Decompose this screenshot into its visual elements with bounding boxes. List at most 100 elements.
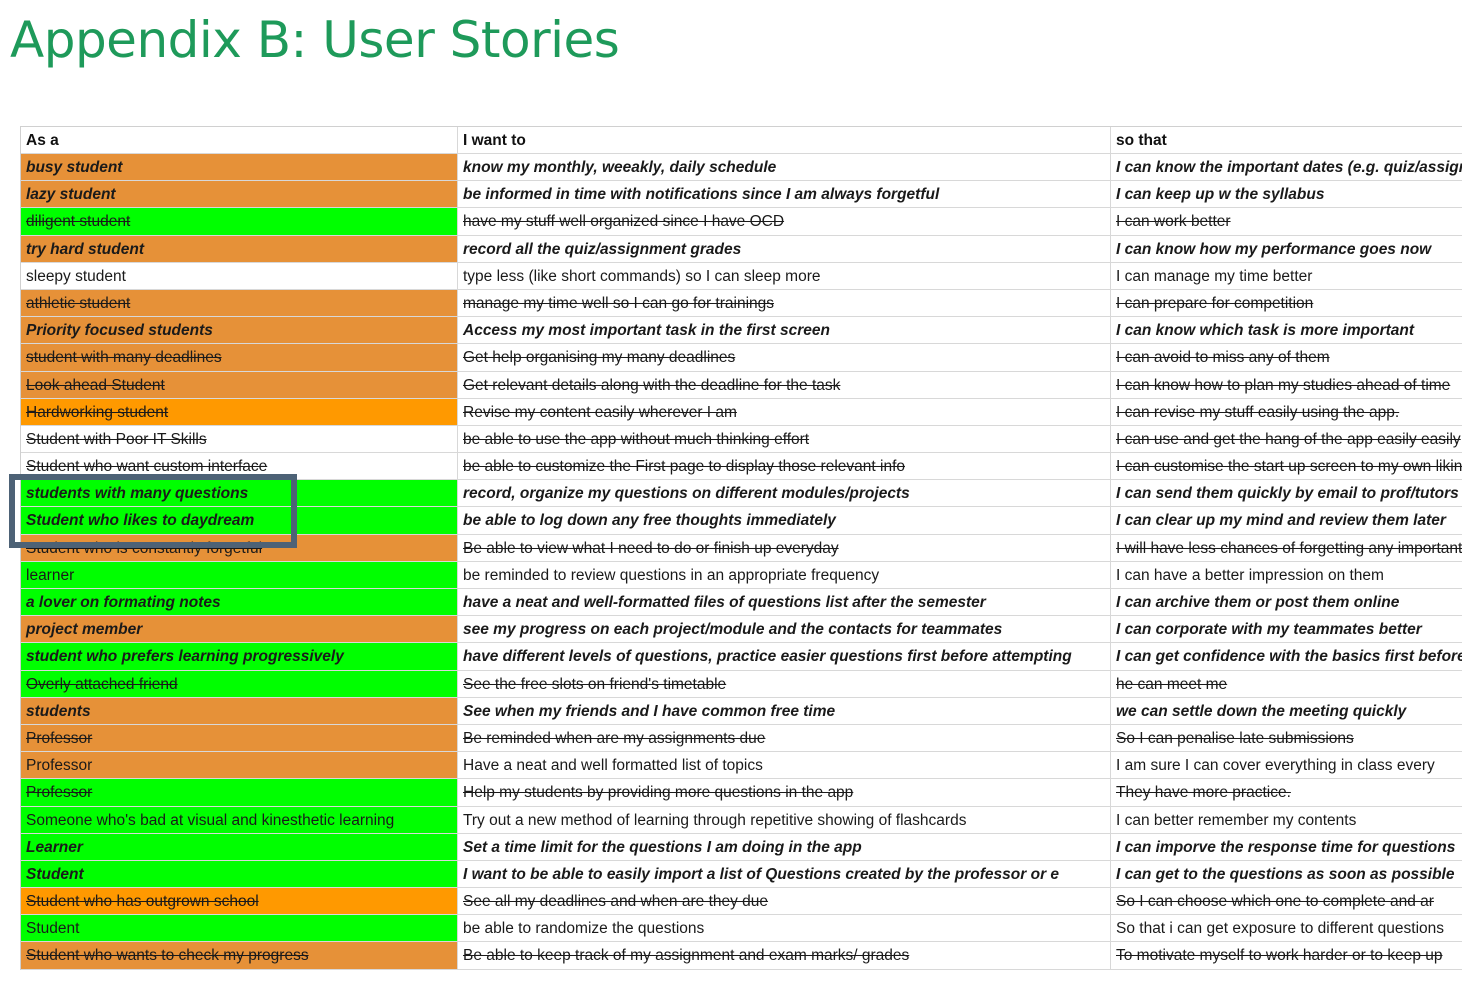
cell-so-that[interactable]: I can avoid to miss any of them (1111, 344, 1462, 372)
cell-so-that[interactable]: I can get confidence with the basics fir… (1111, 643, 1462, 671)
cell-i-want-to[interactable]: Get relevant details along with the dead… (458, 371, 1111, 399)
cell-so-that[interactable]: So I can choose which one to complete an… (1111, 888, 1462, 916)
table-row: Priority focused students Access my most … (21, 317, 1462, 345)
column-header-i-want-to[interactable]: I want to (458, 127, 1111, 154)
cell-as-a[interactable]: Professor (21, 752, 458, 780)
cell-i-want-to[interactable]: manage my time well so I can go for trai… (458, 289, 1111, 318)
cell-i-want-to[interactable]: be reminded to review questions in an ap… (458, 561, 1111, 589)
cell-i-want-to[interactable]: know my monthly, weeakly, daily schedule (458, 154, 1111, 182)
cell-i-want-to[interactable]: Access my most important task in the fir… (458, 317, 1111, 345)
cell-as-a[interactable]: Student who want custom interface (21, 453, 458, 481)
cell-i-want-to[interactable]: record, organize my questions on differe… (458, 480, 1111, 508)
cell-so-that[interactable]: I can know which task is more important (1111, 317, 1462, 345)
cell-as-a[interactable]: Hardworking student (21, 398, 458, 426)
table-row: Student I want to be able to easily impor… (21, 860, 1462, 889)
cell-i-want-to[interactable]: Be able to view what I need to do or fin… (458, 534, 1111, 562)
cell-as-a[interactable]: lazy student (21, 181, 458, 209)
cell-so-that[interactable]: I can clear up my mind and review them l… (1111, 507, 1462, 535)
cell-as-a[interactable]: Student who likes to daydream (21, 507, 458, 535)
table-row: Overly attached friend See the free slots… (21, 670, 1462, 698)
cell-as-a[interactable]: Overly attached friend (21, 670, 458, 698)
cell-i-want-to[interactable]: Try out a new method of learning through… (458, 806, 1111, 834)
cell-as-a[interactable]: a lover on formating notes (21, 589, 458, 617)
cell-so-that[interactable]: I can work better (1111, 208, 1462, 236)
cell-so-that[interactable]: I can imporve the response time for ques… (1111, 834, 1462, 861)
cell-so-that[interactable]: So I can penalise late submissions (1111, 725, 1462, 753)
cell-i-want-to[interactable]: be able to customize the First page to d… (458, 453, 1111, 481)
cell-so-that[interactable]: So that i can get exposure to different … (1111, 915, 1462, 943)
cell-i-want-to[interactable]: see my progress on each project/module a… (458, 616, 1111, 644)
cell-so-that[interactable]: I can use and get the hang of the app ea… (1111, 426, 1462, 454)
cell-i-want-to[interactable]: type less (like short commands) so I can… (458, 262, 1111, 290)
cell-i-want-to[interactable]: Revise my content easily wherever I am (458, 398, 1111, 426)
cell-so-that[interactable]: I can send them quickly by email to prof… (1111, 480, 1462, 508)
cell-so-that[interactable]: I can manage my time better (1111, 263, 1462, 290)
cell-so-that[interactable]: I can better remember my contents (1111, 807, 1462, 834)
cell-i-want-to[interactable]: Get help organising my many deadlines (458, 344, 1111, 372)
cell-as-a[interactable]: athletic student (21, 289, 458, 318)
cell-so-that[interactable]: I will have less chances of forgetting a… (1111, 535, 1462, 562)
cell-as-a[interactable]: busy student (21, 154, 458, 182)
cell-i-want-to[interactable]: Be able to keep track of my assignment a… (458, 942, 1111, 970)
cell-i-want-to[interactable]: See the free slots on friend's timetable (458, 670, 1111, 698)
cell-as-a[interactable]: Student who wants to check my progress (21, 942, 458, 970)
table-row: Student who likes to daydream be able to … (21, 507, 1462, 535)
cell-so-that[interactable]: I can archive them or post them online (1111, 589, 1462, 617)
cell-i-want-to[interactable]: have my stuff well organized since I hav… (458, 208, 1111, 236)
cell-i-want-to[interactable]: record all the quiz/assignment grades (458, 235, 1111, 263)
cell-as-a[interactable]: Professor (21, 779, 458, 807)
cell-as-a[interactable]: diligent student (21, 208, 458, 236)
cell-as-a[interactable]: student with many deadlines (21, 344, 458, 372)
cell-as-a[interactable]: project member (21, 616, 458, 644)
cell-as-a[interactable]: Priority focused students (21, 317, 458, 345)
cell-so-that[interactable]: I can know how my performance goes now (1111, 236, 1462, 263)
cell-so-that[interactable]: I can prepare for competition (1111, 290, 1462, 318)
table-row: Hardworking student Revise my content eas… (21, 398, 1462, 426)
column-header-as-a[interactable]: As a (21, 127, 458, 154)
cell-i-want-to[interactable]: have a neat and well-formatted files of … (458, 589, 1111, 617)
cell-i-want-to[interactable]: be able to randomize the questions (458, 915, 1111, 943)
cell-so-that[interactable]: I can know the important dates (e.g. qui… (1111, 154, 1462, 182)
cell-i-want-to[interactable]: I want to be able to easily import a lis… (458, 860, 1111, 889)
cell-as-a[interactable]: students (21, 697, 458, 725)
cell-so-that[interactable]: I can know how to plan my studies ahead … (1111, 372, 1462, 399)
cell-as-a[interactable]: Professor (21, 724, 458, 753)
cell-so-that[interactable]: To motivate myself to work harder or to … (1111, 942, 1462, 970)
cell-so-that[interactable]: I can revise my stuff easily using the a… (1111, 399, 1462, 426)
cell-so-that[interactable]: I can get to the questions as soon as po… (1111, 861, 1462, 889)
cell-so-that[interactable]: They have more practice. (1111, 779, 1462, 807)
table-row: a lover on formating notes have a neat an… (21, 589, 1462, 617)
cell-i-want-to[interactable]: have different levels of questions, prac… (458, 643, 1111, 671)
cell-as-a[interactable]: student who prefers learning progressive… (21, 643, 458, 671)
cell-i-want-to[interactable]: See when my friends and I have common fr… (458, 697, 1111, 725)
cell-as-a[interactable]: Learner (21, 833, 458, 861)
cell-as-a[interactable]: Someone who's bad at visual and kinesthe… (21, 806, 458, 834)
cell-as-a[interactable]: try hard student (21, 235, 458, 263)
cell-as-a[interactable]: sleepy student (21, 262, 458, 290)
cell-as-a[interactable]: learner (21, 561, 458, 589)
cell-so-that[interactable]: I am sure I can cover everything in clas… (1111, 752, 1462, 780)
cell-i-want-to[interactable]: Set a time limit for the questions I am … (458, 833, 1111, 861)
cell-so-that[interactable]: I can keep up w the syllabus (1111, 181, 1462, 209)
cell-as-a[interactable]: Student (21, 915, 458, 943)
cell-so-that[interactable]: I can have a better impression on them (1111, 562, 1462, 589)
cell-i-want-to[interactable]: Have a neat and well formatted list of t… (458, 752, 1111, 780)
cell-i-want-to[interactable]: See all my deadlines and when are they d… (458, 888, 1111, 916)
cell-i-want-to[interactable]: be able to log down any free thoughts im… (458, 507, 1111, 535)
cell-i-want-to[interactable]: Be reminded when are my assignments due (458, 724, 1111, 753)
table-row: students See when my friends and I have c… (21, 697, 1462, 725)
cell-so-that[interactable]: I can corporate with my teammates better (1111, 616, 1462, 644)
cell-so-that[interactable]: I can customise the start up screen to m… (1111, 453, 1462, 481)
cell-as-a[interactable]: Student who has outgrown school (21, 888, 458, 916)
column-header-so-that[interactable]: so that (1111, 127, 1462, 154)
cell-so-that[interactable]: he can meet me (1111, 671, 1462, 698)
cell-i-want-to[interactable]: be able to use the app without much thin… (458, 425, 1111, 454)
cell-i-want-to[interactable]: be informed in time with notifications s… (458, 181, 1111, 209)
cell-i-want-to[interactable]: Help my students by providing more quest… (458, 779, 1111, 807)
cell-as-a[interactable]: Student with Poor IT Skills (21, 425, 458, 454)
cell-as-a[interactable]: Student (21, 860, 458, 889)
cell-as-a[interactable]: students with many questions (21, 480, 458, 508)
cell-so-that[interactable]: we can settle down the meeting quickly (1111, 698, 1462, 725)
cell-as-a[interactable]: Look ahead Student (21, 371, 458, 399)
cell-as-a[interactable]: Student who is constantly forgetful (21, 534, 458, 562)
